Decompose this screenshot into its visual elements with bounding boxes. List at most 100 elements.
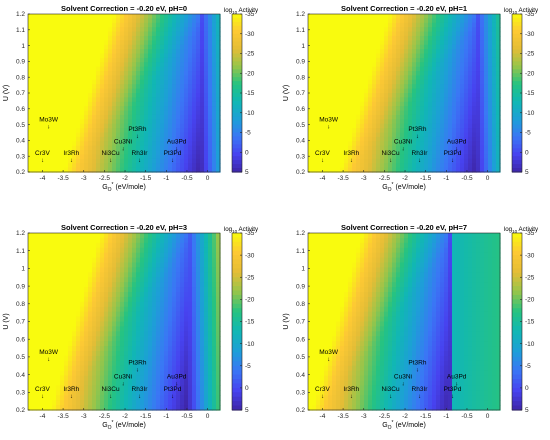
heatmap-cell xyxy=(96,248,101,254)
heatmap-cell xyxy=(36,287,41,293)
y-tick-label: 0.3 xyxy=(296,153,305,160)
heatmap-cell xyxy=(136,111,141,116)
heatmap-cell xyxy=(32,248,37,254)
colorbar-cell xyxy=(232,113,242,118)
heatmap-cell xyxy=(88,40,93,45)
heatmap-cell xyxy=(80,346,85,352)
heatmap-cell xyxy=(184,150,189,155)
heatmap-cell xyxy=(52,18,57,23)
heatmap-cell xyxy=(28,346,33,352)
heatmap-cell xyxy=(192,133,197,138)
heatmap-cell xyxy=(108,267,113,273)
heatmap-cell xyxy=(196,49,201,54)
heatmap-cell xyxy=(400,54,405,59)
heatmap-cell xyxy=(432,150,437,155)
heatmap-cell xyxy=(364,32,369,37)
heatmap-cell xyxy=(172,45,177,50)
heatmap-cell xyxy=(420,14,425,19)
heatmap-cell xyxy=(160,302,165,308)
heatmap-cell xyxy=(436,45,441,50)
heatmap-cell xyxy=(92,111,97,116)
heatmap-cell xyxy=(372,97,377,102)
heatmap-cell xyxy=(68,297,73,303)
heatmap-cell xyxy=(324,18,329,23)
heatmap-cell xyxy=(376,62,381,67)
heatmap-cell xyxy=(492,119,497,124)
heatmap-cell xyxy=(380,32,385,37)
heatmap-cell xyxy=(144,297,149,303)
heatmap-cell xyxy=(488,150,493,155)
heatmap-cell xyxy=(164,133,169,138)
heatmap-cell xyxy=(412,80,417,85)
heatmap-cell xyxy=(436,119,441,124)
heatmap-cell xyxy=(340,106,345,111)
heatmap-cell xyxy=(172,111,177,116)
heatmap-cell xyxy=(204,32,209,37)
heatmap-cell xyxy=(60,282,65,288)
heatmap-cell xyxy=(432,93,437,98)
heatmap-cell xyxy=(488,102,493,107)
heatmap-cell xyxy=(444,54,449,59)
heatmap-cell xyxy=(56,331,61,337)
heatmap-cell xyxy=(376,128,381,133)
heatmap-cell xyxy=(344,54,349,59)
heatmap-cell xyxy=(56,128,61,133)
heatmap-cell xyxy=(356,93,361,98)
heatmap-cell xyxy=(40,233,45,239)
heatmap-cell xyxy=(84,119,89,124)
heatmap-cell xyxy=(32,326,37,332)
heatmap-cell xyxy=(440,54,445,59)
heatmap-cell xyxy=(96,395,101,401)
heatmap-cell xyxy=(80,361,85,367)
heatmap-cell xyxy=(348,27,353,32)
heatmap-cell xyxy=(352,128,357,133)
heatmap-cell xyxy=(196,128,201,133)
heatmap-cell xyxy=(492,54,497,59)
heatmap-cell xyxy=(84,267,89,273)
heatmap-cell xyxy=(60,233,65,239)
heatmap-cell xyxy=(116,331,121,337)
heatmap-cell xyxy=(36,253,41,259)
heatmap-cell xyxy=(112,258,117,264)
heatmap-cell xyxy=(116,106,121,111)
heatmap-cell xyxy=(96,322,101,328)
heatmap-cell xyxy=(128,258,133,264)
heatmap-cell xyxy=(104,137,109,142)
heatmap-cell xyxy=(356,71,361,76)
heatmap-cell xyxy=(108,102,113,107)
heatmap-cell xyxy=(48,32,53,37)
heatmap-cell xyxy=(112,395,117,401)
heatmap-cell xyxy=(96,366,101,372)
heatmap-cell xyxy=(124,14,129,19)
heatmap-cell xyxy=(32,253,37,259)
x-tick-label: -3 xyxy=(361,175,367,182)
heatmap-cell xyxy=(132,115,137,120)
heatmap-cell xyxy=(156,253,161,259)
heatmap-cell xyxy=(160,97,165,102)
heatmap-cell xyxy=(400,14,405,19)
heatmap-cell xyxy=(436,163,441,168)
heatmap-cell xyxy=(492,89,497,94)
heatmap-cell xyxy=(396,54,401,59)
heatmap-cell xyxy=(328,93,333,98)
heatmap-cell xyxy=(156,366,161,372)
heatmap-cell xyxy=(312,54,317,59)
heatmap-cell xyxy=(308,128,313,133)
point-marker: ↓ xyxy=(451,158,454,164)
heatmap-cell xyxy=(148,243,153,249)
heatmap-cell xyxy=(156,277,161,283)
heatmap-cell xyxy=(52,97,57,102)
heatmap-cell xyxy=(76,376,81,382)
colorbar-cell xyxy=(232,140,242,145)
heatmap-cell xyxy=(124,80,129,85)
heatmap-cell xyxy=(152,163,157,168)
heatmap-cell xyxy=(364,133,369,138)
heatmap-cell xyxy=(152,93,157,98)
heatmap-cell xyxy=(156,317,161,323)
heatmap-cell xyxy=(44,307,49,313)
heatmap-cell xyxy=(352,124,357,129)
heatmap-cell xyxy=(116,351,121,357)
heatmap-cell xyxy=(72,233,77,239)
heatmap-cell xyxy=(420,23,425,28)
heatmap-cell xyxy=(168,322,173,328)
